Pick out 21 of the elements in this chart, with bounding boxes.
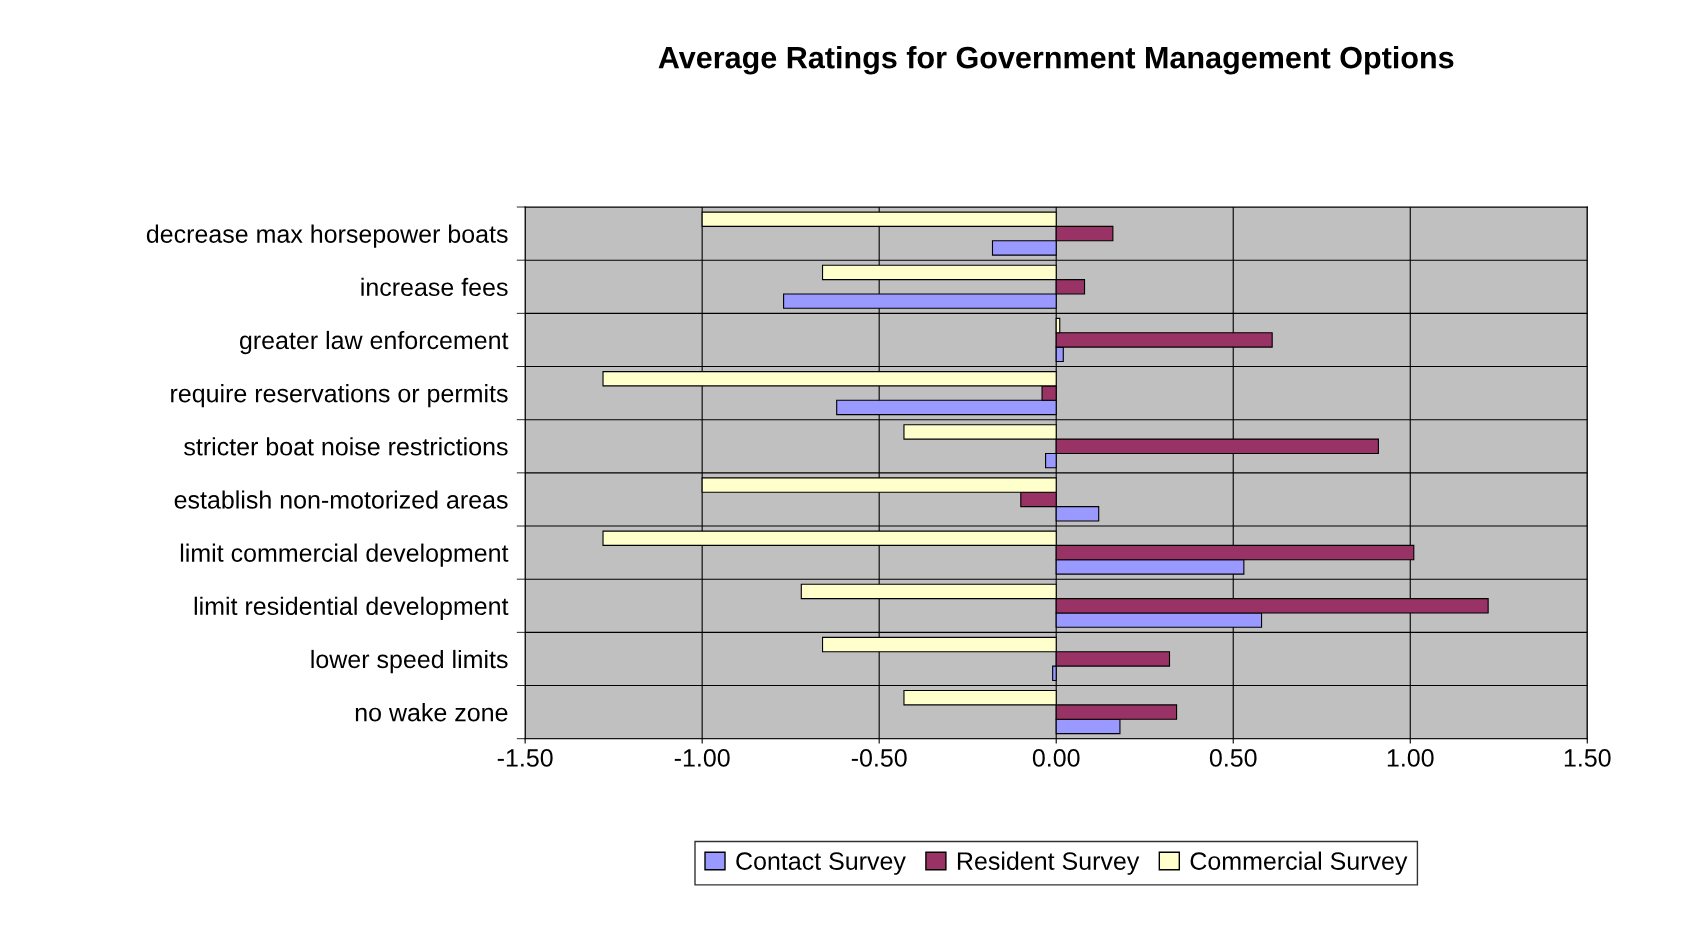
y-tick-label: greater law enforcement [239,330,509,355]
y-tick-label: establish non-motorized areas [174,490,508,509]
y-tick-label: limit commercial development [180,543,509,567]
y-tick-label: stricter boat noise restrictions [184,437,508,456]
y-tick-label: limit residential development [194,596,509,621]
x-tick-label: -1.50 [497,749,553,767]
x-tick-label: 0.00 [1032,749,1080,767]
legend-label: Resident Survey [957,851,1140,875]
x-tick-label: 0.50 [1209,749,1257,767]
y-tick-label: lower speed limits [311,649,508,674]
legend-label: Commercial Survey [1190,851,1408,875]
x-tick-label: -1.00 [674,749,730,767]
y-tick-label: no wake zone [355,703,508,722]
y-tick-label: decrease max horsepower boats [146,224,508,248]
x-tick-label: 1.50 [1564,749,1611,767]
x-tick-label: -0.50 [851,749,907,767]
legend-label: Contact Survey [736,852,906,875]
chart-title: Average Ratings for Government Management Options [658,45,1454,75]
x-tick-label: 1.00 [1387,749,1434,767]
y-tick-label: require reservations or permits [171,384,508,408]
y-tick-label: increase fees [361,277,508,297]
